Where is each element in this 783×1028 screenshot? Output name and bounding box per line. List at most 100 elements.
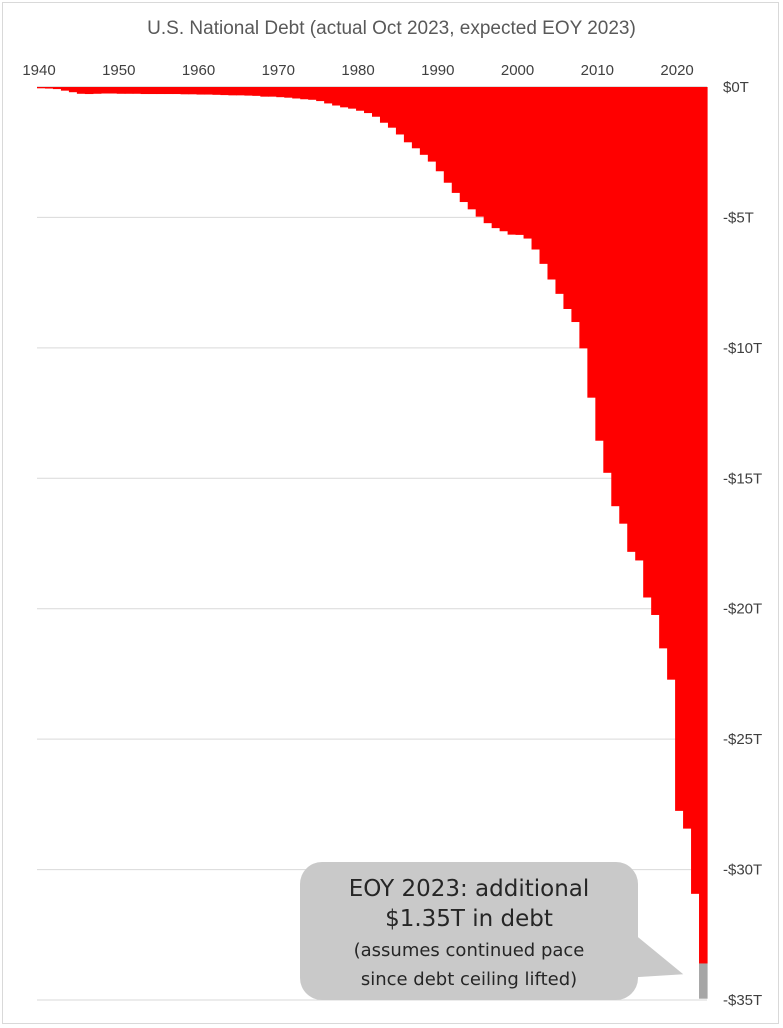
debt-bar-1943 bbox=[60, 87, 70, 91]
debt-bar-1966 bbox=[244, 87, 253, 96]
debt-bar-1967 bbox=[252, 87, 261, 96]
y-tick-label: -$10T bbox=[723, 340, 762, 357]
debt-bar-2014 bbox=[627, 87, 636, 552]
debt-bar-1958 bbox=[180, 87, 190, 95]
debt-bar-1986 bbox=[403, 87, 413, 143]
debt-bars bbox=[37, 87, 708, 999]
debt-bar-1996 bbox=[483, 87, 493, 224]
debt-bar-2015 bbox=[635, 87, 644, 561]
debt-bar-1977 bbox=[332, 87, 341, 106]
debt-bar-1954 bbox=[148, 87, 158, 95]
debt-bar-1947 bbox=[92, 87, 102, 94]
debt-bar-2003 bbox=[539, 87, 549, 264]
debt-bar-1955 bbox=[156, 87, 166, 95]
debt-bar-1962 bbox=[212, 87, 222, 95]
debt-bar-1984 bbox=[387, 87, 397, 128]
debt-bar-1956 bbox=[164, 87, 174, 95]
chart-title: U.S. National Debt (actual Oct 2023, exp… bbox=[147, 18, 636, 39]
y-tick-label: -$25T bbox=[723, 731, 762, 748]
debt-bar-1940 bbox=[37, 87, 46, 89]
x-tick-label: 1960 bbox=[182, 62, 215, 79]
x-tick-label: 2020 bbox=[660, 62, 693, 79]
debt-bar-1974 bbox=[308, 87, 317, 100]
x-axis-ticks: 1940 1950 1960 1970 1980 1990 2000 2010 2020 bbox=[22, 62, 693, 79]
annotation-line-2: $1.35T in debt bbox=[385, 906, 553, 932]
debt-bar-1998 bbox=[499, 87, 509, 232]
debt-bar-1981 bbox=[364, 87, 373, 114]
debt-bar-1952 bbox=[132, 87, 142, 94]
debt-bar-1942 bbox=[52, 87, 62, 90]
y-tick-label: -$15T bbox=[723, 470, 762, 487]
debt-bar-1995 bbox=[475, 87, 485, 217]
debt-bar-2009 bbox=[587, 87, 596, 398]
debt-bar-2017 bbox=[651, 87, 660, 615]
debt-bar-2016 bbox=[643, 87, 652, 598]
debt-bar-1979 bbox=[348, 87, 357, 109]
debt-bar-1949 bbox=[108, 87, 118, 94]
debt-bar-1948 bbox=[100, 87, 110, 94]
y-tick-label: -$5T bbox=[723, 209, 754, 226]
debt-bar-2000 bbox=[515, 87, 525, 235]
debt-bar-1973 bbox=[300, 87, 309, 100]
y-tick-label: -$20T bbox=[723, 601, 762, 618]
debt-bar-2001 bbox=[523, 87, 533, 239]
debt-bar-1950 bbox=[116, 87, 126, 94]
x-tick-label: 2010 bbox=[581, 62, 614, 79]
debt-bar-1951 bbox=[124, 87, 134, 94]
debt-bar-2013 bbox=[619, 87, 628, 524]
debt-bar-1961 bbox=[204, 87, 214, 95]
debt-bar-2022 bbox=[691, 87, 700, 894]
debt-bar-1989 bbox=[427, 87, 437, 162]
debt-bar-2023 bbox=[699, 963, 708, 999]
debt-bar-2007 bbox=[571, 87, 580, 323]
debt-bar-1980 bbox=[356, 87, 365, 111]
annotation-line-1: EOY 2023: additional bbox=[348, 876, 590, 902]
debt-bar-1945 bbox=[76, 87, 86, 94]
debt-bar-2023 bbox=[699, 87, 708, 964]
debt-bar-1941 bbox=[44, 87, 54, 89]
debt-bar-1993 bbox=[459, 87, 469, 203]
x-tick-label: 2000 bbox=[501, 62, 534, 79]
debt-bar-1991 bbox=[443, 87, 453, 183]
debt-bar-1968 bbox=[260, 87, 269, 97]
debt-bar-2012 bbox=[611, 87, 620, 507]
debt-bar-1975 bbox=[316, 87, 325, 102]
debt-bar-1946 bbox=[84, 87, 94, 95]
debt-bar-1997 bbox=[491, 87, 501, 229]
debt-bar-2021 bbox=[683, 87, 692, 829]
debt-bar-1963 bbox=[220, 87, 230, 96]
debt-bar-1944 bbox=[68, 87, 78, 93]
annotation-callout: EOY 2023: additional $1.35T in debt (ass… bbox=[300, 862, 638, 1000]
debt-bar-1982 bbox=[372, 87, 381, 117]
debt-bar-1965 bbox=[236, 87, 245, 96]
y-tick-label: -$30T bbox=[723, 862, 762, 879]
x-tick-label: 1940 bbox=[22, 62, 55, 79]
debt-bar-1985 bbox=[395, 87, 405, 135]
debt-bar-1969 bbox=[268, 87, 277, 97]
debt-bar-1992 bbox=[451, 87, 461, 193]
y-axis-ticks: $0T -$5T -$10T -$15T -$20T -$25T -$30T -$35T bbox=[723, 79, 762, 1009]
debt-bar-2019 bbox=[667, 87, 676, 680]
debt-bar-1971 bbox=[284, 87, 293, 98]
debt-bar-2008 bbox=[579, 87, 588, 349]
debt-bar-1990 bbox=[435, 87, 445, 172]
debt-bar-1988 bbox=[419, 87, 429, 155]
debt-bar-1983 bbox=[379, 87, 389, 123]
debt-bar-1959 bbox=[188, 87, 198, 95]
debt-bar-1976 bbox=[324, 87, 333, 104]
debt-bar-2018 bbox=[659, 87, 668, 649]
debt-bar-2010 bbox=[595, 87, 604, 441]
debt-bar-1960 bbox=[196, 87, 206, 95]
y-tick-label: -$35T bbox=[723, 992, 762, 1009]
x-tick-label: 1990 bbox=[421, 62, 454, 79]
debt-bar-1970 bbox=[276, 87, 285, 98]
debt-bar-1953 bbox=[140, 87, 150, 95]
debt-bar-2004 bbox=[547, 87, 557, 280]
debt-bar-1957 bbox=[172, 87, 182, 95]
x-tick-label: 1950 bbox=[102, 62, 135, 79]
debt-bar-2006 bbox=[563, 87, 573, 309]
x-tick-label: 1980 bbox=[341, 62, 374, 79]
debt-bar-1964 bbox=[228, 87, 238, 96]
debt-bar-2005 bbox=[555, 87, 565, 294]
debt-bar-1999 bbox=[507, 87, 517, 235]
